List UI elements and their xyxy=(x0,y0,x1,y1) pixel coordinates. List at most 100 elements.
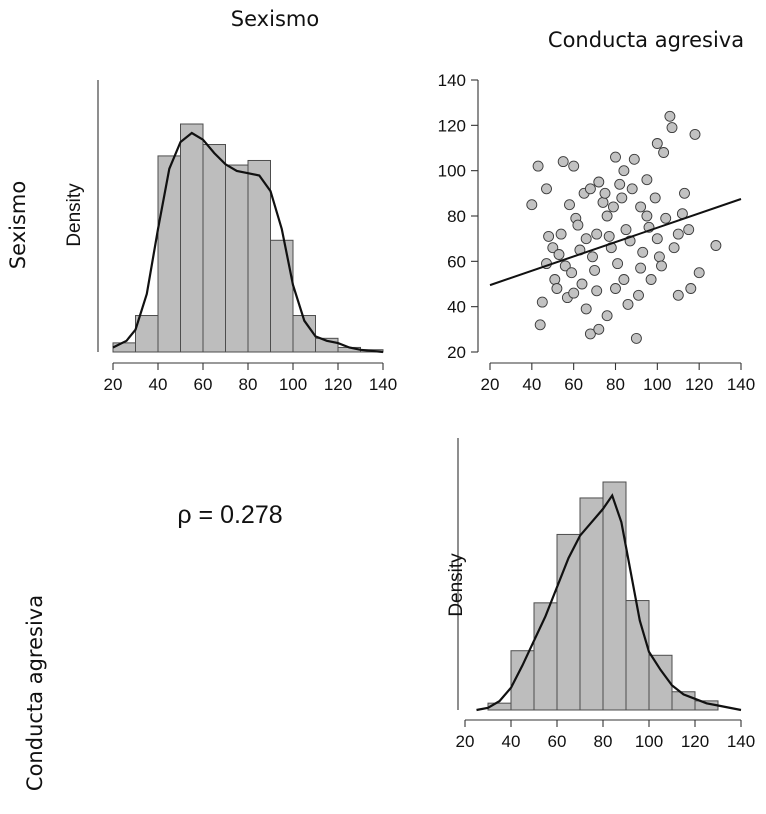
scatter-point xyxy=(679,187,690,199)
scatter-point xyxy=(633,289,644,301)
scatter-point xyxy=(584,328,596,340)
y-tick-label: 80 xyxy=(447,207,466,226)
y-tick-label: 20 xyxy=(447,343,466,362)
histogram-bar xyxy=(112,342,136,353)
histogram-bar xyxy=(180,123,204,353)
scatter-point xyxy=(551,283,563,294)
scatter-point xyxy=(628,153,640,165)
scatter-point xyxy=(591,228,603,240)
scatter-point xyxy=(622,298,634,310)
x-tick-label: 60 xyxy=(564,375,583,394)
scatter-point xyxy=(553,249,565,260)
scatter-point xyxy=(685,283,697,294)
x-tick-label: 140 xyxy=(727,375,755,394)
histogram-bar xyxy=(579,497,604,711)
scatter-point xyxy=(651,233,663,245)
scatter-point xyxy=(610,283,621,294)
scatter-point xyxy=(672,289,684,301)
density-curve xyxy=(112,131,384,354)
histogram-bar xyxy=(648,654,673,711)
scatter-point xyxy=(660,212,672,224)
scatter-point xyxy=(568,160,580,172)
scatter-point xyxy=(693,267,705,279)
scatter-point xyxy=(557,156,569,168)
scatter-point xyxy=(601,210,613,222)
scatter-point xyxy=(541,183,552,195)
x-tick-label: 40 xyxy=(502,732,521,751)
scatter-point xyxy=(656,260,667,272)
scatter-point xyxy=(664,110,676,122)
x-tick-label: 100 xyxy=(279,375,307,394)
scatter-point xyxy=(641,210,653,222)
x-tick-label: 80 xyxy=(594,732,613,751)
x-tick-label: 80 xyxy=(606,375,625,394)
y-tick-label: 120 xyxy=(438,116,466,135)
x-tick-label: 100 xyxy=(635,732,663,751)
x-tick-label: 140 xyxy=(727,732,755,751)
scatter-point xyxy=(635,201,647,213)
scatter-point xyxy=(593,323,605,335)
scatter-point xyxy=(589,264,601,276)
histogram-bar xyxy=(270,239,294,353)
column-label-conducta: Conducta agresiva xyxy=(548,28,744,52)
scatter-point xyxy=(534,319,546,331)
histogram-bar xyxy=(225,164,249,353)
scatter-point xyxy=(591,285,603,297)
x-tick-label: 120 xyxy=(685,375,713,394)
scatter-point xyxy=(645,274,657,285)
histogram-bar xyxy=(602,481,627,711)
scatter-point xyxy=(549,274,561,285)
x-tick-label: 120 xyxy=(681,732,709,751)
x-tick-label: 20 xyxy=(456,732,475,751)
scatter-point xyxy=(653,251,665,263)
scatter-point xyxy=(599,187,611,199)
scatter-point xyxy=(576,278,588,290)
density-curve xyxy=(476,493,742,712)
scatter-point xyxy=(612,258,624,270)
histogram-sexismo: Density 20 40 60 80 100 120 140 xyxy=(64,80,397,394)
scatter-point xyxy=(616,192,628,204)
scatter-point xyxy=(555,228,567,240)
scatter-sexismo-conducta: 20 40 60 80 100 120 140 20 40 60 80 100 120 140 xyxy=(438,71,756,394)
scatter-point xyxy=(597,196,609,208)
x-tick-label: 20 xyxy=(104,375,123,394)
scatter-point xyxy=(666,122,678,134)
regression-line xyxy=(489,198,742,287)
x-tick-label: 40 xyxy=(522,375,541,394)
scatter-point xyxy=(651,138,663,149)
scatter-point xyxy=(618,165,630,177)
row-label-sexismo: Sexismo xyxy=(6,181,30,269)
scatter-point xyxy=(630,332,642,344)
x-tick-label: 120 xyxy=(324,375,352,394)
x-tick-label: 60 xyxy=(548,732,567,751)
scatter-point xyxy=(672,228,684,240)
scatter-point xyxy=(559,260,571,272)
scatter-point xyxy=(593,176,605,188)
histogram-bar xyxy=(625,600,650,711)
scatter-point xyxy=(601,310,613,322)
scatter-point xyxy=(614,178,626,190)
scatter-point xyxy=(568,287,580,299)
scatter-point xyxy=(566,267,578,279)
x-tick-label: 140 xyxy=(369,375,397,394)
y-tick-label: 60 xyxy=(447,252,466,271)
scatter-point xyxy=(607,201,619,213)
scatter-point xyxy=(637,246,649,258)
scatter-point xyxy=(641,174,653,186)
scatter-point xyxy=(543,230,555,242)
density-axis-label: Density xyxy=(64,183,85,247)
correlation-label: ρ = 0.278 xyxy=(177,501,282,529)
y-tick-label: 40 xyxy=(447,298,466,317)
x-tick-label: 100 xyxy=(643,375,671,394)
scatter-point xyxy=(618,274,630,285)
scatter-point xyxy=(649,192,661,204)
density-axis-label: Density xyxy=(446,553,467,617)
scatter-point xyxy=(610,151,621,163)
scatter-point xyxy=(603,230,615,242)
scatter-point xyxy=(626,183,638,195)
histogram-bar xyxy=(247,159,271,353)
scatter-point xyxy=(580,303,592,315)
scatter-point xyxy=(564,199,575,211)
histogram-bar xyxy=(202,144,226,353)
scatter-point xyxy=(536,296,548,308)
